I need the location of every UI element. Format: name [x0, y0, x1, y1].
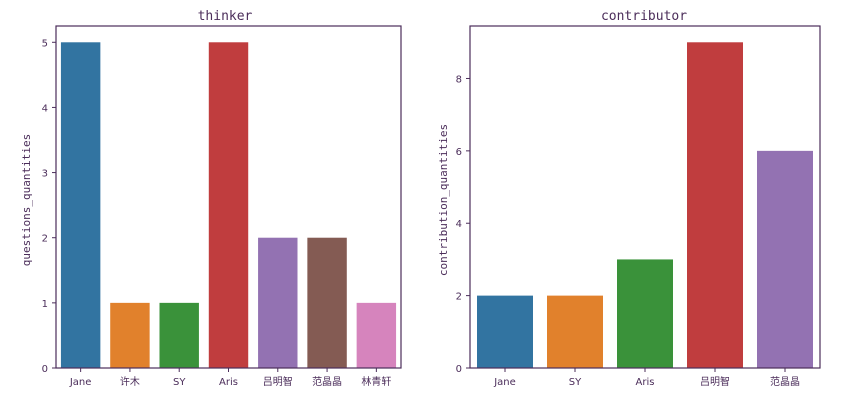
- contributor-plot-frame: [469, 25, 821, 369]
- thinker-bar-3: [208, 42, 249, 368]
- thinker-chart: thinker questions_quantities 0 1 2 3 4 5 Jane…: [20, 9, 402, 388]
- contributor-y-tick-label-1: 2: [456, 292, 462, 303]
- contributor-y-ticks: 0 2 4 6 8: [456, 74, 470, 375]
- thinker-x-tick-label-6: 林青轩: [361, 375, 391, 388]
- thinker-y-tick-label-1: 1: [42, 299, 48, 310]
- contributor-chart: contributor contribution_quantities 0 2 4 6…: [437, 9, 821, 388]
- thinker-bar-5: [307, 237, 347, 368]
- thinker-x-tick-label-0: Jane: [69, 377, 92, 388]
- thinker-x-tick-label-5: 范晶晶: [312, 375, 342, 388]
- contributor-bar-3: [687, 42, 743, 368]
- contributor-x-tick-label-3: 吕明智: [700, 375, 730, 388]
- thinker-chart-title: thinker: [198, 9, 253, 24]
- contributor-y-tick-label-4: 8: [456, 74, 462, 85]
- contributor-bar-2: [617, 259, 673, 368]
- thinker-y-tick-label-3: 3: [42, 169, 48, 180]
- thinker-bar-1: [110, 302, 150, 368]
- contributor-y-tick-label-0: 0: [456, 364, 462, 375]
- thinker-x-tick-label-1: 许木: [120, 376, 140, 388]
- thinker-y-ticks: 0 1 2 3 4 5: [42, 38, 56, 375]
- contributor-bar-1: [547, 295, 603, 368]
- thinker-bar-4: [258, 237, 298, 368]
- thinker-plot-frame: [55, 25, 402, 369]
- contributor-x-tick-label-4: 范晶晶: [770, 375, 800, 388]
- contributor-x-tick-label-2: Aris: [636, 377, 655, 388]
- thinker-y-tick-label-5: 5: [42, 38, 48, 49]
- thinker-bar-2: [159, 302, 199, 368]
- contributor-x-tick-label-1: SY: [569, 377, 582, 388]
- contributor-bar-0: [477, 295, 533, 368]
- thinker-x-tick-label-4: 吕明智: [263, 375, 293, 388]
- thinker-y-tick-label-2: 2: [42, 234, 48, 245]
- contributor-bar-4: [757, 150, 813, 368]
- contributor-y-tick-label-2: 4: [456, 219, 462, 230]
- contributor-y-tick-label-3: 6: [456, 147, 462, 158]
- contributor-y-axis-label: contribution_quantities: [437, 124, 450, 276]
- contributor-x-tick-label-0: Jane: [493, 377, 516, 388]
- thinker-bars: [60, 42, 397, 368]
- thinker-x-tick-label-3: Aris: [219, 377, 238, 388]
- contributor-bars: [477, 42, 813, 368]
- contributor-x-ticks: Jane SY Aris 吕明智 范晶晶: [493, 368, 800, 388]
- thinker-x-tick-label-2: SY: [173, 377, 186, 388]
- thinker-x-ticks: Jane 许木 SY Aris 吕明智 范晶晶 林青轩: [69, 368, 391, 388]
- thinker-y-tick-label-0: 0: [42, 364, 48, 375]
- thinker-y-tick-label-4: 4: [42, 103, 48, 114]
- thinker-bar-0: [60, 42, 101, 368]
- contributor-chart-title: contributor: [601, 9, 687, 24]
- thinker-bar-6: [356, 302, 397, 368]
- thinker-y-axis-label: questions_quantities: [20, 134, 33, 266]
